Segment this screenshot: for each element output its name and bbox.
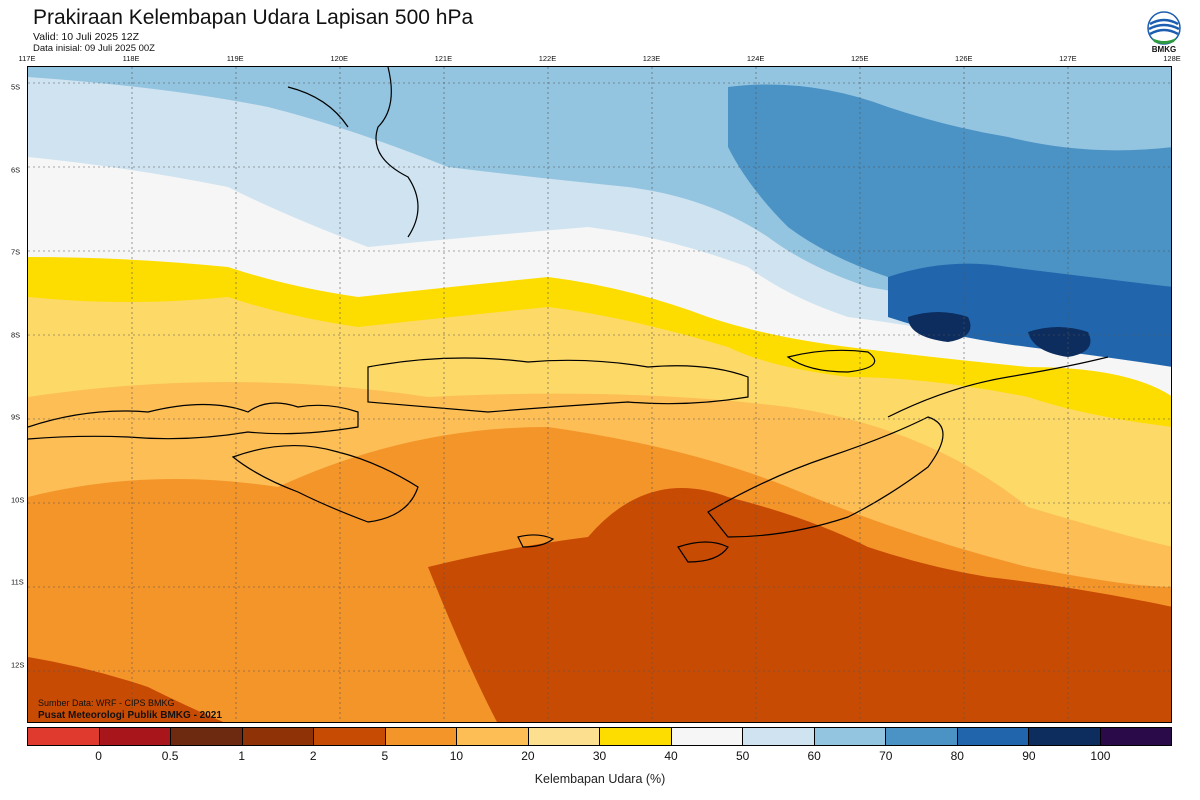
humidity-field <box>28 67 1171 722</box>
colorbar-cell <box>600 728 672 745</box>
colorbar-cell <box>171 728 243 745</box>
colorbar-cell <box>28 728 100 745</box>
logo-text: BMKG <box>1151 45 1177 54</box>
colorbar-tick: 60 <box>807 749 821 763</box>
colorbar-tick: 2 <box>309 749 317 763</box>
colorbar-tick: 30 <box>592 749 607 763</box>
lat-label-12S: 12S <box>11 660 25 669</box>
lon-label-128E: 128E <box>1163 54 1181 63</box>
colorbar-cell <box>671 728 743 745</box>
colorbar-tick: 50 <box>735 749 750 763</box>
lat-label-6S: 6S <box>11 165 21 174</box>
colorbar-cell <box>957 728 1029 745</box>
colorbar-cell <box>242 728 314 745</box>
lon-label-127E: 127E <box>1059 54 1077 63</box>
colorbar-cell <box>99 728 171 745</box>
lat-label-11S: 11S <box>11 577 24 587</box>
lat-label-9S: 9S <box>11 412 21 422</box>
timor-outline <box>707 416 944 538</box>
colorbar-tick: 90 <box>1022 749 1036 763</box>
organization-credit: Pusat Meteorologi Publik BMKG - 2021 <box>38 710 222 721</box>
sumbawa-outline <box>28 402 359 440</box>
lat-label-10S: 10S <box>11 495 25 504</box>
lat-label-5S: 5S <box>11 82 21 92</box>
lon-label-122E: 122E <box>538 54 557 63</box>
dry-zone-west <box>28 657 224 722</box>
colorbar <box>27 727 1172 746</box>
lon-label-117E: 117E <box>18 54 36 63</box>
flores-outline <box>367 357 749 413</box>
colorbar-tick: 0 <box>95 749 102 763</box>
colorbar-cell <box>886 728 958 745</box>
colorbar-tick: 1 <box>238 749 246 763</box>
lon-label-126E: 126E <box>955 54 973 63</box>
rote-outline <box>677 541 729 563</box>
humid-max <box>908 312 1091 357</box>
lon-label-118E: 118E <box>122 54 140 63</box>
init-time: Data inisial: 09 Juli 2025 00Z <box>33 43 155 54</box>
colorbar-tick: 70 <box>879 749 893 763</box>
colorbar-cell <box>385 728 457 745</box>
wetar-outline <box>786 349 876 373</box>
colorbar-tick: 5 <box>381 749 389 763</box>
data-source-text: Sumber Data: WRF - CIPS BMKG <box>38 698 175 708</box>
east-timor-coast <box>887 356 1109 418</box>
sawu-outline <box>517 534 555 548</box>
colorbar-cell <box>743 728 815 745</box>
lat-label-7S: 7S <box>11 247 21 257</box>
lon-label-119E: 119E <box>226 54 244 63</box>
valid-time: Valid: 10 Juli 2025 12Z <box>33 31 140 43</box>
dry-zone-2-5 <box>428 488 1171 722</box>
colorbar-tick: 20 <box>521 749 535 763</box>
sulawesi-outline <box>287 67 419 238</box>
colorbar-cell <box>457 728 529 745</box>
colorbar-cell <box>1100 728 1171 745</box>
lon-label-123E: 123E <box>642 54 661 63</box>
map-title: Prakiraan Kelembapan Udara Lapisan 500 h… <box>33 6 474 29</box>
colorbar-tick: 80 <box>950 749 964 763</box>
colorbar-cell <box>814 728 886 745</box>
lon-label-124E: 124E <box>746 54 765 63</box>
colorbar-label: Kelembapan Udara (%) <box>534 772 666 786</box>
humidity-map <box>27 66 1172 723</box>
bmkg-logo-icon <box>1147 11 1181 45</box>
colorbar-cell <box>1029 728 1101 745</box>
colorbar-tick: 0.5 <box>161 749 179 763</box>
graticule-lines <box>28 67 1171 722</box>
lat-label-8S: 8S <box>11 330 21 339</box>
colorbar-tick: 100 <box>1090 749 1111 763</box>
sumba-outline <box>231 444 419 523</box>
colorbar-cell <box>528 728 600 745</box>
colorbar-tick: 10 <box>449 749 464 763</box>
lon-label-120E: 120E <box>330 54 349 63</box>
humid-90 <box>888 263 1171 367</box>
lon-label-121E: 121E <box>434 54 453 63</box>
colorbar-tick: 40 <box>664 749 678 763</box>
colorbar-cell <box>314 728 386 745</box>
lon-label-125E: 125E <box>850 54 869 63</box>
